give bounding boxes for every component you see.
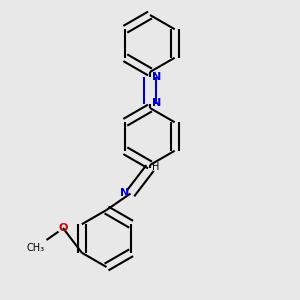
Text: CH₃: CH₃ [27,243,45,253]
Text: N: N [152,71,161,82]
Text: H: H [152,161,159,172]
Text: O: O [58,223,68,233]
Text: N: N [152,98,161,109]
Text: N: N [121,188,130,199]
